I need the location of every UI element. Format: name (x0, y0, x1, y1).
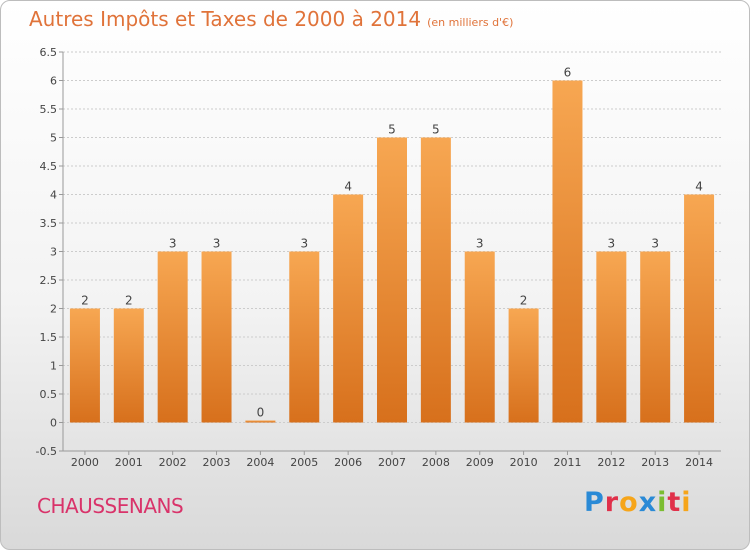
chart-units: (en milliers d'€) (427, 16, 514, 29)
y-tick-label: 5 (50, 132, 57, 145)
x-tick-label: 2010 (510, 456, 538, 469)
data-label: 6 (564, 66, 572, 80)
data-label: 5 (432, 123, 440, 137)
bar (377, 137, 407, 423)
x-tick-label: 2014 (685, 456, 713, 469)
logo-letter: i (657, 487, 668, 518)
y-tick-label: 3 (50, 246, 57, 259)
town-name: CHAUSSENANS (37, 494, 184, 518)
y-tick-label: 5.5 (40, 103, 58, 116)
y-tick-label: 0 (50, 417, 57, 430)
chart-title: Autres Impôts et Taxes de 2000 à 2014 (en… (29, 7, 513, 31)
x-tick-label: 2000 (71, 456, 99, 469)
y-tick-label: 2 (50, 303, 57, 316)
logo-letter: o (619, 487, 639, 518)
y-tick-label: -0.5 (36, 445, 57, 458)
y-tick-label: 1.5 (40, 331, 58, 344)
y-tick-label: 2.5 (40, 274, 58, 287)
x-tick-label: 2005 (290, 456, 318, 469)
bar (508, 308, 539, 423)
x-tick-label: 2007 (378, 456, 406, 469)
logo-letter: x (638, 487, 658, 518)
data-label: 5 (388, 123, 396, 137)
x-tick-label: 2002 (159, 456, 187, 469)
chart-title-text: Autres Impôts et Taxes de 2000 à 2014 (29, 7, 422, 31)
x-tick-label: 2001 (115, 456, 143, 469)
data-label: 3 (651, 237, 659, 251)
axes (59, 51, 721, 455)
data-label: 3 (169, 237, 177, 251)
bars (69, 80, 715, 423)
data-label: 2 (81, 294, 89, 308)
x-tick-label: 2004 (246, 456, 274, 469)
data-label: 4 (344, 180, 352, 194)
labels: -0.500.511.522.533.544.555.566.522000220… (36, 46, 714, 469)
x-tick-label: 2006 (334, 456, 362, 469)
bar (596, 251, 627, 423)
x-tick-label: 2009 (466, 456, 494, 469)
x-tick-label: 2008 (422, 456, 450, 469)
data-label: 3 (213, 237, 221, 251)
y-tick-label: 6.5 (40, 46, 58, 59)
proxiti-logo[interactable]: Proxiti (584, 487, 692, 518)
data-label: 2 (125, 294, 133, 308)
data-label: 4 (695, 180, 703, 194)
data-label: 0 (257, 406, 265, 420)
logo-letter: P (584, 487, 605, 518)
logo-letter: i (681, 487, 692, 518)
logo-letter: t (667, 487, 682, 518)
bar (157, 251, 188, 423)
y-tick-label: 4 (50, 189, 57, 202)
bar (464, 251, 495, 423)
x-tick-label: 2003 (203, 456, 231, 469)
y-tick-label: 3.5 (40, 217, 58, 230)
bar (333, 194, 364, 423)
bar (420, 137, 451, 423)
bar (245, 420, 276, 423)
data-label: 3 (300, 237, 308, 251)
bar (289, 251, 320, 423)
y-tick-label: 4.5 (40, 160, 58, 173)
y-tick-label: 0.5 (40, 388, 58, 401)
bar (684, 194, 715, 423)
bar (201, 251, 232, 423)
data-label: 3 (476, 237, 484, 251)
x-tick-label: 2013 (641, 456, 669, 469)
y-tick-label: 1 (50, 360, 57, 373)
data-label: 3 (608, 237, 616, 251)
x-tick-label: 2011 (553, 456, 581, 469)
x-tick-label: 2012 (597, 456, 625, 469)
bar (69, 308, 100, 423)
y-tick-label: 6 (50, 75, 57, 88)
data-label: 2 (520, 294, 528, 308)
bar (640, 251, 671, 423)
bar (552, 80, 583, 423)
logo-letter: r (604, 487, 620, 518)
bar (113, 308, 144, 423)
